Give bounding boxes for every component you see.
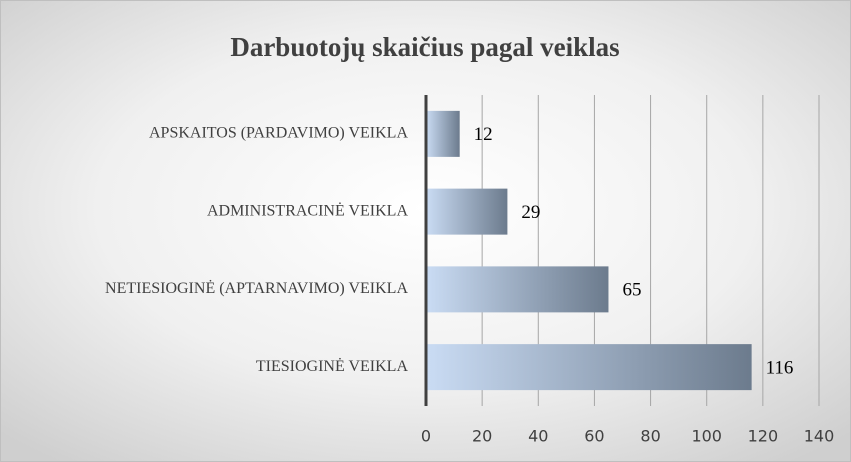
x-tick-label: 0: [421, 427, 431, 446]
bar: [426, 188, 508, 235]
x-tick-label: 20: [472, 427, 492, 446]
value-label: 12: [474, 124, 493, 145]
chart-title: Darbuotojų skaičius pagal veiklas: [230, 32, 619, 62]
bar: [426, 110, 460, 157]
bar: [426, 266, 609, 313]
value-label: 29: [521, 202, 540, 223]
x-tick-label: 120: [748, 427, 779, 446]
x-tick-label: 40: [528, 427, 548, 446]
x-tick-label: 100: [691, 427, 722, 446]
value-label: 65: [622, 280, 641, 301]
x-tick-label: 60: [584, 427, 604, 446]
y-tick-label: NETIESIOGINĖ (APTARNAVIMO) VEIKLA: [105, 279, 408, 297]
x-tick-label: 80: [640, 427, 660, 446]
y-tick-label: APSKAITOS (PARDAVIMO) VEIKLA: [149, 125, 408, 142]
x-tick-label: 140: [804, 427, 835, 446]
y-tick-label: TIESIOGINĖ VEIKLA: [256, 357, 409, 375]
y-tick-label: ADMINISTRACINĖ VEIKLA: [207, 201, 408, 219]
bar: [426, 344, 752, 391]
value-label: 116: [766, 357, 794, 378]
